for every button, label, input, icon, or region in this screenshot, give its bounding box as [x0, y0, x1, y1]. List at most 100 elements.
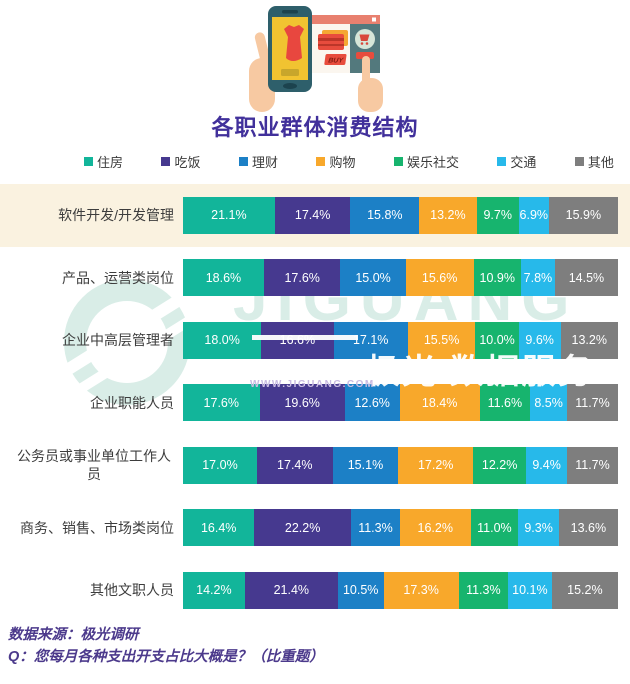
- dress-icon: [284, 25, 304, 61]
- legend-swatch-icon: [497, 157, 507, 166]
- survey-question-note: Q：您每月各种支出开支占比大概是？（比重题）: [8, 648, 324, 665]
- bar-segment-住房: 16.4%: [183, 509, 255, 547]
- category-label: 软件开发/开发管理: [58, 207, 174, 224]
- bar-segment-交通: 9.4%: [526, 446, 568, 484]
- category-label: 商务、销售、市场类岗位: [20, 519, 174, 536]
- bar-segment-购物: 17.2%: [398, 446, 474, 484]
- bar-segment-购物: 15.5%: [407, 321, 476, 359]
- bar-segment-理财: 12.6%: [344, 384, 400, 422]
- credit-card-icon: [318, 30, 348, 50]
- bar-segment-吃饭: 17.6%: [263, 259, 341, 297]
- bar-segment-购物: 16.2%: [400, 509, 471, 547]
- bar-segment-交通: 7.8%: [520, 259, 555, 297]
- stacked-bar: 14.2% 21.4% 10.5% 17.3% 11.3% 10.1% 15.2%: [183, 571, 618, 609]
- right-hand-icon: [358, 56, 383, 112]
- bar-segment-其他: 14.5%: [554, 259, 618, 297]
- bar-segment-其他: 13.2%: [560, 321, 618, 359]
- bar-segment-购物: 17.3%: [383, 571, 459, 609]
- category-label: 企业职能人员: [90, 394, 174, 411]
- stacked-bar: 17.6% 19.6% 12.6% 18.4% 11.6% 8.5% 11.7%: [183, 384, 618, 422]
- legend-item-4: 娱乐社交: [393, 152, 459, 171]
- bar-segment-其他: 15.2%: [551, 571, 618, 609]
- bar-segment-交通: 9.6%: [518, 321, 561, 359]
- legend-label: 住房: [97, 155, 124, 170]
- legend: 住房 吃饭 理财 购物 娱乐社交 交通 其他: [84, 152, 614, 171]
- bar-segment-住房: 18.6%: [183, 259, 264, 297]
- legend-swatch-icon: [84, 157, 93, 166]
- bar-segment-吃饭: 17.4%: [274, 196, 351, 234]
- bar-segment-其他: 11.7%: [567, 446, 618, 484]
- online-shopping-illustration: BUY: [249, 6, 383, 112]
- legend-label: 吃饭: [174, 155, 201, 170]
- legend-swatch-icon: [393, 157, 403, 166]
- cart-icon: [355, 29, 375, 49]
- bar-segment-理财: 15.8%: [350, 196, 420, 234]
- chart-row: 软件开发/开发管理 21.1% 17.4% 15.8% 13.2% 9.7% 6.9% 15.…: [0, 184, 630, 247]
- chart-row: 商务、销售、市场类岗位 16.4% 22.2% 11.3% 16.2% 11.0% 9.3%…: [0, 497, 630, 560]
- legend-label: 交通: [510, 155, 537, 170]
- data-source-note: 数据来源：极光调研: [8, 627, 139, 643]
- stacked-bar: 17.0% 17.4% 15.1% 17.2% 12.2% 9.4% 11.7%: [183, 446, 618, 484]
- bar-segment-交通: 6.9%: [518, 196, 549, 234]
- footer: 数据来源：极光调研 Q：您每月各种支出开支占比大概是？（比重题）: [8, 625, 324, 669]
- bar-segment-住房: 21.1%: [183, 196, 275, 234]
- bar-segment-吃饭: 16.6%: [261, 321, 334, 359]
- bar-segment-其他: 11.7%: [567, 384, 618, 422]
- category-label: 企业中高层管理者: [62, 332, 174, 349]
- bar-segment-理财: 10.5%: [337, 571, 384, 609]
- bar-segment-娱乐社交: 10.9%: [473, 259, 521, 297]
- bar-segment-住房: 17.0%: [183, 446, 257, 484]
- stacked-bar: 18.6% 17.6% 15.0% 15.6% 10.9% 7.8% 14.5%: [183, 259, 618, 297]
- bar-segment-理财: 17.1%: [333, 321, 408, 359]
- legend-swatch-icon: [574, 157, 584, 166]
- bar-segment-其他: 15.9%: [548, 196, 618, 234]
- bar-segment-购物: 15.6%: [405, 259, 474, 297]
- bar-segment-理财: 15.0%: [340, 259, 406, 297]
- bar-segment-吃饭: 19.6%: [259, 384, 345, 422]
- stacked-bar: 21.1% 17.4% 15.8% 13.2% 9.7% 6.9% 15.9%: [183, 196, 618, 234]
- buy-button-icon: [356, 52, 374, 59]
- legend-label: 理财: [251, 155, 278, 170]
- bar-segment-住房: 18.0%: [183, 321, 262, 359]
- bar-segment-购物: 13.2%: [419, 196, 477, 234]
- bar-segment-理财: 15.1%: [332, 446, 399, 484]
- chart-row: 企业中高层管理者 18.0% 16.6% 17.1% 15.5% 10.0% 9.6% 13.…: [0, 309, 630, 372]
- legend-swatch-icon: [161, 157, 171, 166]
- legend-item-5: 交通: [497, 152, 536, 171]
- bar-segment-住房: 14.2%: [183, 571, 245, 609]
- bar-segment-娱乐社交: 10.0%: [475, 321, 519, 359]
- bar-segment-吃饭: 21.4%: [244, 571, 338, 609]
- bar-segment-吃饭: 17.4%: [256, 446, 333, 484]
- bar-segment-娱乐社交: 12.2%: [473, 446, 527, 484]
- bar-segment-住房: 17.6%: [183, 384, 260, 422]
- buy-tag-icon: BUY: [324, 54, 347, 65]
- category-label: 产品、运营类岗位: [62, 269, 174, 286]
- bar-segment-理财: 11.3%: [350, 509, 401, 547]
- bar-segment-购物: 18.4%: [399, 384, 480, 422]
- legend-swatch-icon: [316, 157, 326, 166]
- legend-item-0: 住房: [84, 152, 123, 171]
- legend-item-2: 理财: [238, 152, 278, 171]
- legend-label: 其他: [587, 155, 614, 170]
- chart-row: 企业职能人员 17.6% 19.6% 12.6% 18.4% 11.6% 8.5% 11.7%: [0, 372, 630, 435]
- category-label: 公务员或事业单位工作人员: [17, 448, 171, 483]
- category-label: 其他文职人员: [90, 582, 174, 599]
- bar-segment-娱乐社交: 11.6%: [479, 384, 531, 422]
- legend-swatch-icon: [238, 157, 248, 166]
- legend-item-6: 其他: [574, 152, 614, 171]
- page-title: 各职业群体消费结构: [211, 115, 419, 140]
- stacked-bar: 18.0% 16.6% 17.1% 15.5% 10.0% 9.6% 13.2%: [183, 321, 618, 359]
- bar-segment-吃饭: 22.2%: [254, 509, 351, 547]
- legend-item-1: 吃饭: [161, 152, 201, 171]
- chart-row: 产品、运营类岗位 18.6% 17.6% 15.0% 15.6% 10.9% 7.8% 14.…: [0, 247, 630, 310]
- bar-segment-娱乐社交: 11.0%: [470, 509, 519, 547]
- legend-item-3: 购物: [316, 152, 355, 171]
- stacked-bar-chart: 软件开发/开发管理 21.1% 17.4% 15.8% 13.2% 9.7% 6.9% 15.…: [0, 184, 630, 622]
- bar-segment-交通: 9.3%: [518, 509, 559, 547]
- legend-label: 购物: [329, 155, 356, 170]
- phone-icon: [268, 6, 312, 92]
- chart-row: 公务员或事业单位工作人员 17.0% 17.4% 15.1% 17.2% 12.2% 9.4…: [0, 434, 630, 497]
- legend-label: 娱乐社交: [406, 155, 459, 170]
- stacked-bar: 16.4% 22.2% 11.3% 16.2% 11.0% 9.3% 13.6%: [183, 509, 618, 547]
